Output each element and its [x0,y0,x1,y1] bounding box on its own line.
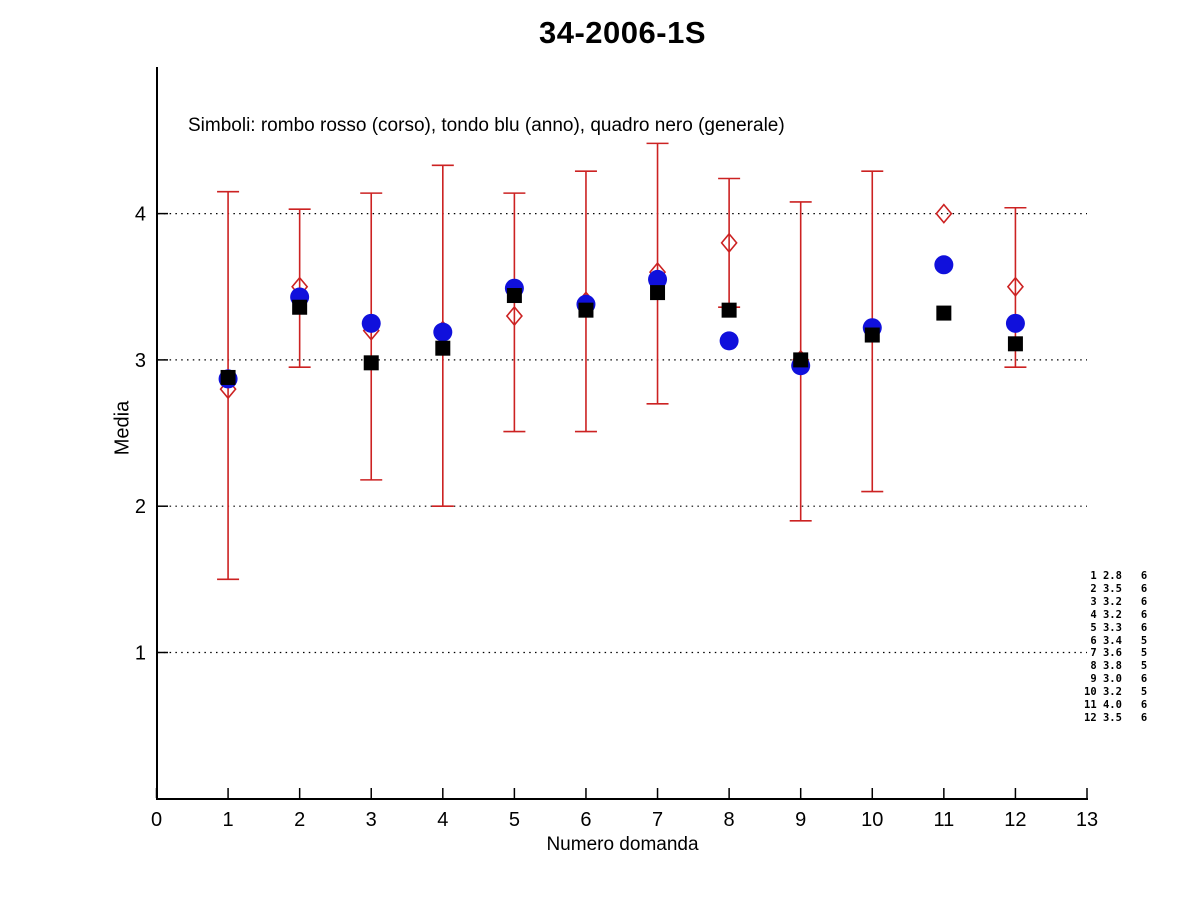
marker-circle-anno [1005,313,1025,333]
marker-circle-anno [361,313,381,333]
x-tick-label: 7 [652,809,663,831]
marker-square-generale [292,299,308,315]
marker-square-generale [793,352,809,368]
x-tick-label: 1 [223,809,234,831]
marker-diamond-corso [505,305,523,327]
x-tick-label: 10 [861,809,883,831]
y-tick-label: 3 [135,350,146,372]
x-tick-label: 9 [795,809,806,831]
x-tick-label: 3 [366,809,377,831]
x-tick-label: 4 [437,809,448,831]
marker-circle-anno [719,331,739,351]
marker-square-generale [578,302,594,318]
marker-diamond-corso [935,203,953,224]
marker-square-generale [721,302,737,318]
marker-square-generale [936,305,952,321]
x-axis-label: Numero domanda [546,834,699,855]
marker-square-generale [363,355,379,371]
y-axis-label: Media [111,400,134,456]
marker-diamond-corso [720,232,738,254]
y-tick-label: 2 [135,496,146,518]
marker-square-generale [650,285,666,301]
x-tick-label: 2 [294,809,305,831]
marker-circle-anno [934,255,954,275]
marker-circle-anno [648,269,668,289]
side-table: 1 2.8 6 2 3.5 6 3 3.2 6 4 3.2 6 5 3.3 6 … [1084,570,1148,724]
marker-circle-anno [433,322,453,342]
x-tick-label: 12 [1004,809,1026,831]
x-tick-label: 13 [1076,809,1098,831]
x-tick-label: 6 [580,809,591,831]
x-tick-label: 8 [724,809,735,831]
marker-diamond-corso [1006,276,1024,297]
legend-annotation: Simboli: rombo rosso (corso), tondo blu … [188,115,785,136]
x-tick-label: 11 [933,809,954,831]
x-tick-label: 5 [509,809,520,831]
marker-square-generale [506,288,522,304]
marker-square-generale [1007,336,1023,352]
chart-title: 34-2006-1S [538,15,706,50]
marker-square-generale [220,369,236,385]
y-tick-label: 4 [135,204,146,226]
marker-square-generale [864,327,880,343]
x-tick-label: 0 [151,809,162,831]
y-tick-label: 1 [135,643,146,665]
marker-square-generale [435,340,451,356]
